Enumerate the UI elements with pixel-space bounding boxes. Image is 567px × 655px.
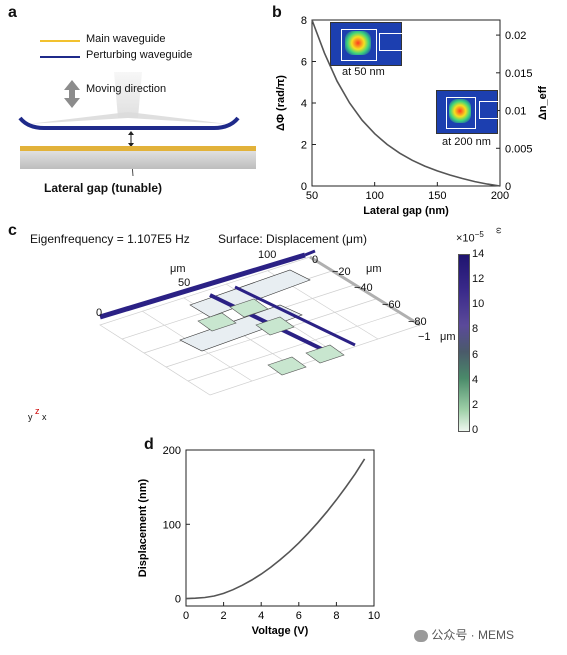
axis-unit-y-label: μm (170, 263, 186, 275)
axis-unit-z-label: μm (440, 331, 456, 343)
x-tick-label: 50 (306, 190, 318, 202)
y-tick-label: 6 (301, 57, 307, 69)
axis-tick-minus40: −40 (354, 282, 373, 294)
y2-tick-label: 0 (505, 181, 511, 193)
legend-perturbing-waveguide: Perturbing waveguide (86, 49, 193, 61)
y-tick-label: 200 (163, 445, 181, 457)
main-waveguide-swatch (40, 40, 80, 42)
x-tick-label: 10 (368, 610, 380, 622)
colorbar-tick-label: 12 (472, 273, 485, 286)
legend-main-waveguide: Main waveguide (86, 33, 166, 45)
wechat-icon (414, 629, 428, 642)
displacement-colorbar (458, 254, 470, 432)
y-tick-label: 0 (301, 181, 307, 193)
phase-shift-series-line (311, 19, 501, 187)
chart-b-xlabel: Lateral gap (nm) (363, 205, 449, 217)
y2-tick-label: 0.015 (505, 68, 533, 80)
colorbar-tick-label: 14 (472, 248, 485, 260)
axis-tick-100: 100 (258, 249, 277, 261)
y-tick-label: 8 (301, 15, 307, 27)
x-tick-label: 150 (428, 190, 446, 202)
moving-direction-label: Moving direction (86, 83, 167, 95)
axis-tick-minus60: −60 (382, 299, 401, 311)
axis-tick-0-right: 0 (312, 254, 319, 266)
perturbing-waveguide-swatch (40, 56, 80, 58)
chart-d-xlabel: Voltage (V) (252, 625, 309, 637)
colorbar-tick-label: 4 (472, 373, 479, 386)
inset-50nm-caption: at 50 nm (342, 66, 385, 78)
x-tick-label: 8 (333, 610, 339, 622)
triad-z-label: z (35, 406, 40, 416)
colorbar-tick-label: 2 (472, 398, 479, 411)
mode-inset-50nm (330, 22, 402, 66)
displacement-series-line (185, 458, 366, 600)
panel-d-label: d (144, 436, 154, 453)
colorbar-tick-label: 0 (472, 424, 479, 436)
axis-triad: y z x (28, 406, 47, 422)
surface-displacement-label: Surface: Displacement (μm) (218, 232, 367, 246)
x-tick-label: 6 (296, 610, 302, 622)
y2-tick-label: 0.01 (505, 106, 526, 118)
x-tick-label: 4 (258, 610, 264, 622)
chart-b-y2label: Δn_eff (537, 86, 549, 121)
mode-inset-200nm (436, 90, 498, 134)
triad-y-label: y (28, 412, 33, 422)
x-tick-label: 2 (221, 610, 227, 622)
colorbar-omega-symbol: ω (494, 227, 504, 234)
y2-tick-label: 0.02 (505, 30, 526, 42)
lateral-gap-label: Lateral gap (tunable) (44, 181, 163, 195)
chart-b-ylabel: ΔΦ (rad/π) (275, 75, 287, 131)
triad-x-label: x (42, 412, 47, 422)
y-tick-label: 100 (163, 519, 181, 531)
axis-tick-minus80: −80 (408, 316, 427, 328)
colorbar-multiplier: ×10−5 (456, 230, 484, 245)
axis-tick-minus1: −1 (418, 331, 431, 343)
colorbar-tick-label: 8 (472, 323, 479, 336)
panel-b-label: b (272, 4, 282, 21)
colorbar-tick-label: 10 (472, 298, 485, 311)
main-waveguide-shape (20, 146, 256, 151)
y-tick-label: 4 (301, 98, 307, 110)
colorbar-tick-label: 6 (472, 348, 479, 361)
x-tick-label: 200 (491, 190, 509, 202)
panel-a-label: a (8, 4, 17, 21)
x-tick-label: 0 (183, 610, 189, 622)
axis-tick-0-left: 0 (96, 307, 103, 319)
panel-c-label: c (8, 222, 17, 239)
axis-unit-x-label: μm (366, 263, 382, 275)
inset-200nm-caption: at 200 nm (442, 136, 491, 148)
watermark: 公众号 · MEMS (414, 626, 514, 643)
y-tick-label: 0 (175, 594, 181, 606)
x-tick-label: 100 (365, 190, 383, 202)
chart-d-ylabel: Displacement (nm) (137, 478, 149, 577)
perturbing-waveguide-shape (18, 116, 240, 130)
moving-direction-arrow-icon (64, 80, 80, 108)
mems-structure-3d (99, 249, 421, 396)
y-tick-label: 2 (301, 140, 307, 152)
waveguide-illustration (18, 72, 256, 177)
axis-tick-50: 50 (178, 277, 191, 289)
eigenfrequency-label: Eigenfrequency = 1.107E5 Hz (30, 232, 190, 246)
y2-tick-label: 0.005 (505, 143, 533, 155)
axis-tick-minus20: −20 (332, 266, 351, 278)
